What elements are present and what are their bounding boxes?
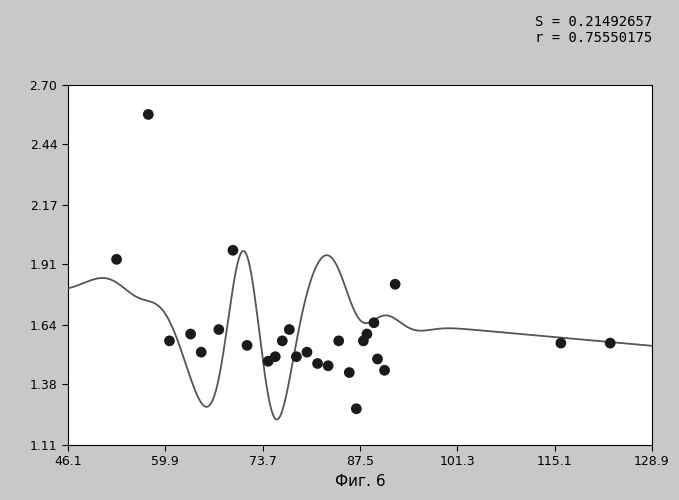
Point [213, 326, 224, 334]
Point [301, 348, 312, 356]
Point [291, 352, 302, 360]
Point [555, 339, 566, 347]
Point [111, 256, 122, 264]
Point [227, 246, 238, 254]
Point [379, 366, 390, 374]
Point [344, 368, 354, 376]
Point [361, 330, 372, 338]
Point [143, 110, 153, 118]
Point [372, 355, 383, 363]
Point [164, 337, 175, 345]
Point [196, 348, 206, 356]
Point [369, 318, 380, 326]
Point [312, 360, 323, 368]
Point [333, 337, 344, 345]
Point [263, 357, 274, 365]
Text: S = 0.21492657
r = 0.75550175: S = 0.21492657 r = 0.75550175 [534, 15, 652, 45]
Point [284, 326, 295, 334]
X-axis label: Фиг. 6: Фиг. 6 [335, 474, 385, 489]
Point [323, 362, 333, 370]
Point [351, 405, 362, 413]
Point [242, 342, 253, 349]
Point [390, 280, 401, 288]
Point [277, 337, 288, 345]
Point [358, 337, 369, 345]
Point [605, 339, 616, 347]
Point [185, 330, 196, 338]
Point [270, 352, 280, 360]
